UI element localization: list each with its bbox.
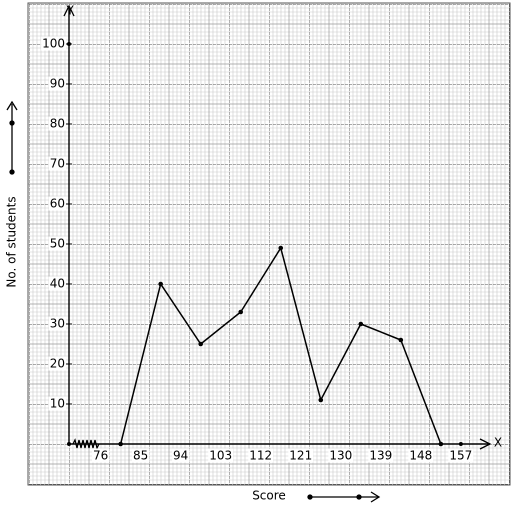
y-axis-arrow [63, 4, 75, 17]
point [238, 309, 244, 315]
axis-break [72, 438, 100, 450]
x-tick-label: 148 [409, 449, 432, 463]
y-tick-label: 20 [50, 357, 65, 371]
label-bg [41, 36, 66, 51]
x-tick-label: 139 [369, 449, 392, 463]
label-bg [368, 448, 394, 463]
point [118, 441, 123, 447]
label-bg [91, 448, 110, 463]
y-tick-label: 30 [50, 317, 65, 331]
x-tick-label: 130 [329, 449, 352, 463]
y-tick-label: 50 [50, 237, 65, 251]
y-axis-letter: Y [65, 4, 74, 18]
y-tick-label: 100 [42, 37, 65, 51]
label-bg [48, 196, 66, 211]
y-tick-label: 80 [50, 117, 65, 131]
label-bg [132, 448, 150, 463]
point [198, 341, 203, 347]
label-bg [48, 276, 66, 291]
label-bg [48, 236, 66, 251]
decor-arrows [6, 100, 381, 503]
x-axis-title: Score [252, 489, 286, 503]
x-end-dot [458, 442, 463, 446]
origin-dot [67, 442, 71, 446]
label-bg [48, 316, 66, 331]
label-bg [288, 448, 314, 463]
x-tick-label: 85 [133, 449, 148, 463]
label-bg [208, 448, 234, 463]
y-tick-label: 10 [50, 397, 65, 411]
label-bg [172, 448, 190, 463]
x-axis-arrow [479, 438, 492, 450]
label-bg [448, 448, 474, 463]
label-bg [248, 448, 274, 463]
point [158, 281, 163, 287]
label-bg [48, 76, 66, 91]
point [278, 245, 284, 251]
label-bg [328, 448, 354, 463]
point [318, 397, 324, 403]
label-bg [48, 356, 66, 371]
label-bg [48, 396, 66, 411]
x-tick-label: 157 [449, 449, 472, 463]
y-tick-label: 90 [50, 77, 65, 91]
y-tick-label: 40 [50, 277, 65, 291]
x-tick-label: 103 [209, 449, 232, 463]
x-tick-label: 76 [93, 449, 108, 463]
x-tick-label: 112 [249, 449, 272, 463]
x-axis-letter: X [494, 436, 502, 450]
graph-paper [27, 2, 511, 486]
x-tick-label: 121 [289, 449, 312, 463]
point [358, 321, 364, 327]
y-tick-label: 70 [50, 157, 65, 171]
point [398, 337, 404, 343]
y-tick-label: 60 [50, 197, 65, 211]
point [438, 441, 444, 447]
label-bg [408, 448, 434, 463]
label-bg [48, 156, 66, 171]
label-bg [48, 116, 66, 131]
x-tick-label: 94 [173, 449, 188, 463]
y-axis-title: No. of students [5, 196, 19, 287]
